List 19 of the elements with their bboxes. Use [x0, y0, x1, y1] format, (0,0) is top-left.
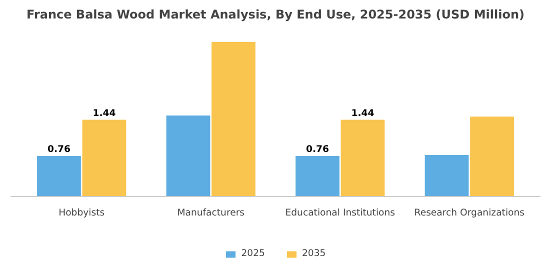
x-tick-label: Manufacturers	[177, 208, 245, 219]
data-label: 1.44	[351, 108, 375, 119]
bar	[424, 154, 469, 197]
data-label: 0.76	[306, 144, 330, 156]
bar	[470, 116, 514, 197]
bar	[296, 156, 340, 197]
bar	[82, 120, 126, 197]
bar	[340, 120, 385, 197]
x-tick-label: Educational Institutions	[285, 208, 396, 219]
chart-title: France Balsa Wood Market Analysis, By End Use, 2025-2035 (USD Million)	[26, 8, 524, 22]
bar	[212, 42, 256, 197]
legend-label: 2025	[241, 248, 265, 259]
bar	[37, 156, 81, 197]
data-label: 1.44	[92, 108, 116, 119]
data-label: 0.76	[47, 144, 70, 156]
x-tick-label: Research Organizations	[414, 208, 525, 219]
x-tick-label: Hobbyists	[58, 208, 105, 219]
legend-label: 2035	[302, 248, 326, 259]
bar	[166, 116, 210, 197]
